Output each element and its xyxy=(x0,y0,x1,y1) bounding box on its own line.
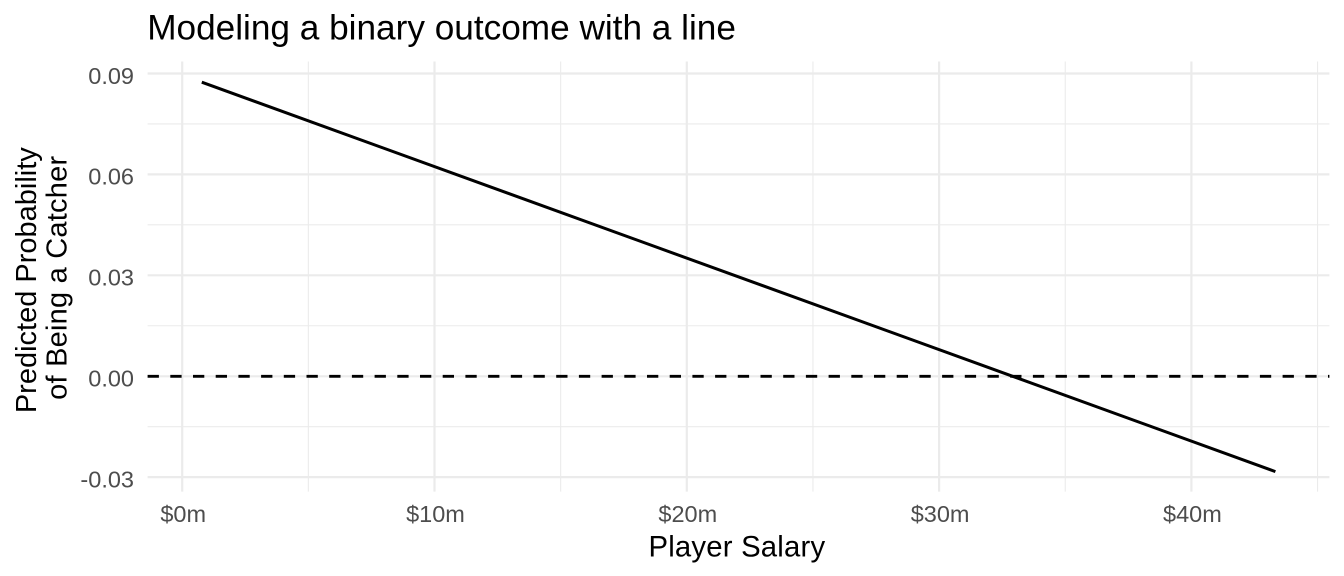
svg-text:0.09: 0.09 xyxy=(88,63,134,89)
svg-text:of Being a Catcher: of Being a Catcher xyxy=(42,156,74,400)
svg-text:Modeling a binary outcome with: Modeling a binary outcome with a line xyxy=(147,8,736,47)
svg-text:$30m: $30m xyxy=(911,501,970,527)
svg-text:0.03: 0.03 xyxy=(88,265,134,291)
svg-text:Predicted Probability: Predicted Probability xyxy=(11,147,43,413)
svg-text:Player Salary: Player Salary xyxy=(648,530,825,563)
svg-text:$10m: $10m xyxy=(406,501,465,527)
svg-text:0.06: 0.06 xyxy=(88,164,134,190)
svg-text:0.00: 0.00 xyxy=(88,366,134,392)
svg-text:$0m: $0m xyxy=(160,501,206,527)
svg-text:$40m: $40m xyxy=(1163,501,1222,527)
svg-text:-0.03: -0.03 xyxy=(80,466,134,492)
svg-text:$20m: $20m xyxy=(658,501,717,527)
